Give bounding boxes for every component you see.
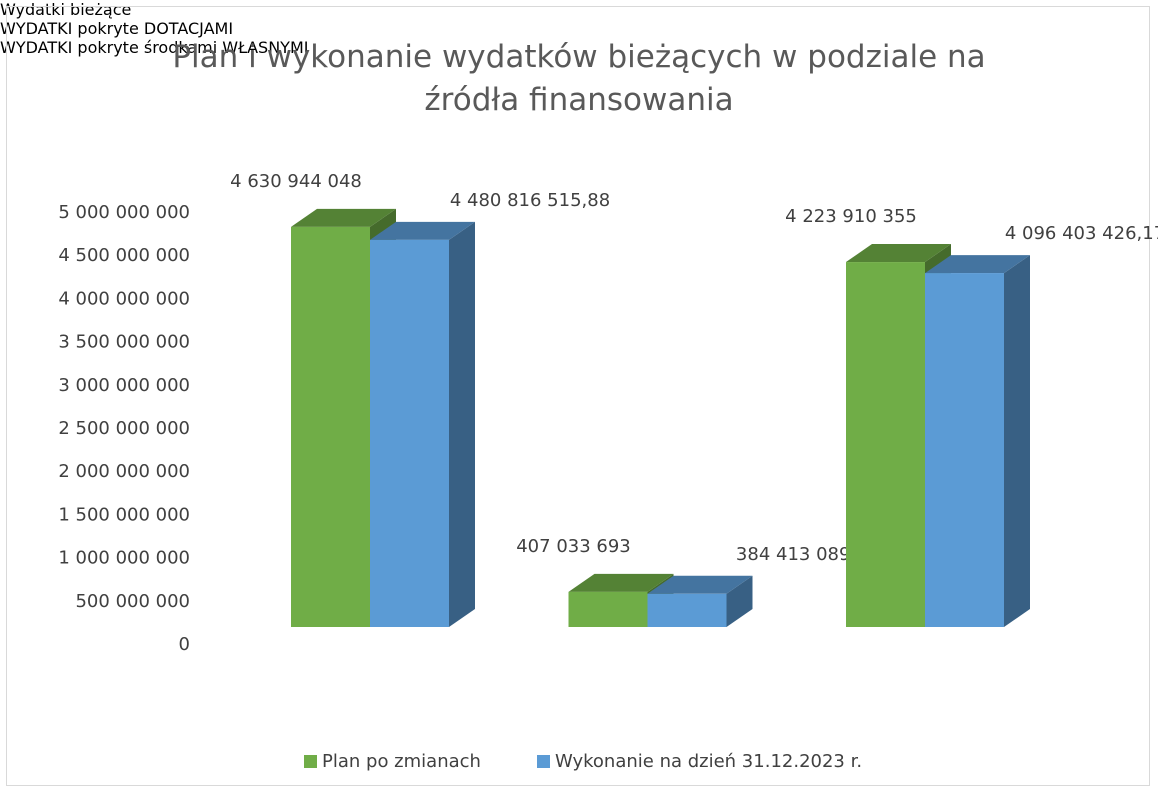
y-tick-label: 3 000 000 000	[58, 375, 190, 396]
legend-label: Wykonanie na dzień 31.12.2023 r.	[555, 751, 862, 772]
chart-title: Plan i wykonanie wydatków bieżących w po…	[172, 39, 986, 118]
legend-swatch	[304, 755, 317, 768]
bar	[925, 273, 1004, 627]
bar-side	[1004, 255, 1030, 627]
bar-top	[647, 575, 753, 594]
y-tick-label: 1 500 000 000	[58, 504, 190, 525]
y-tick-label: 3 500 000 000	[58, 332, 190, 353]
value-label: 4 630 944 048	[230, 171, 362, 192]
bar-top	[925, 255, 1030, 274]
y-tick-label: 2 500 000 000	[58, 418, 190, 439]
bar	[568, 591, 648, 627]
x-tick-label: Wydatki bieżące	[0, 0, 132, 19]
y-tick-label: 2 000 000 000	[58, 461, 190, 482]
x-tick-label: WYDATKI pokryte DOTACJAMI	[0, 19, 234, 38]
legend-label: Plan po zmianach	[322, 751, 481, 772]
bar-top	[846, 244, 951, 263]
value-label: 407 033 693	[516, 536, 631, 557]
y-tick-label: 500 000 000	[75, 591, 190, 612]
value-label: 4 096 403 426,17	[1005, 223, 1158, 244]
bar	[647, 593, 727, 627]
value-label: 4 223 910 355	[785, 206, 917, 227]
bar	[291, 226, 370, 628]
y-tick-label: 5 000 000 000	[58, 202, 190, 223]
value-label: 4 480 816 515,88	[450, 190, 610, 211]
chart-border	[6, 6, 1150, 786]
bar	[846, 262, 925, 627]
bar-side	[449, 221, 475, 627]
y-tick-label: 0	[179, 634, 190, 655]
value-label: 384 413 089,71	[736, 544, 879, 565]
y-tick-label: 4 500 000 000	[58, 245, 190, 266]
bar-side	[726, 575, 753, 627]
bar-top	[370, 221, 475, 240]
legend-swatch	[537, 755, 550, 768]
y-tick-label: 1 000 000 000	[58, 548, 190, 569]
x-tick-label: WYDATKI pokryte środkami WŁASNYMI	[0, 38, 309, 57]
y-tick-label: 4 000 000 000	[58, 288, 190, 309]
bar-top	[291, 208, 396, 227]
bar	[370, 239, 449, 627]
bar-top	[568, 573, 674, 592]
